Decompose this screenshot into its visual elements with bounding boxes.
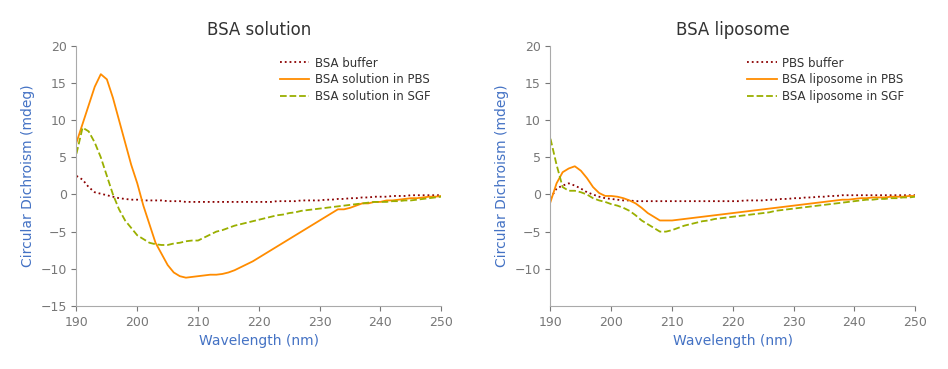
BSA buffer bbox=[435, 193, 447, 197]
BSA liposome in PBS bbox=[873, 195, 884, 200]
BSA liposome in SGF bbox=[867, 197, 879, 202]
BSA solution in PBS bbox=[95, 72, 106, 76]
Legend: BSA buffer, BSA solution in PBS, BSA solution in SGF: BSA buffer, BSA solution in PBS, BSA sol… bbox=[275, 52, 435, 107]
BSA solution in SGF bbox=[150, 242, 161, 246]
Y-axis label: Circular Dichroism (mdeg): Circular Dichroism (mdeg) bbox=[495, 85, 509, 267]
BSA solution in PBS bbox=[150, 241, 161, 245]
BSA solution in PBS bbox=[210, 272, 222, 277]
PBS buffer bbox=[775, 197, 787, 201]
BSA buffer bbox=[180, 200, 191, 204]
PBS buffer bbox=[684, 199, 696, 203]
BSA solution in PBS bbox=[278, 241, 289, 245]
X-axis label: Wavelength (nm): Wavelength (nm) bbox=[673, 334, 793, 348]
Line: PBS buffer: PBS buffer bbox=[551, 183, 915, 201]
PBS buffer bbox=[624, 198, 635, 203]
PBS buffer bbox=[909, 193, 921, 197]
BSA buffer bbox=[393, 194, 405, 198]
PBS buffer bbox=[545, 196, 556, 200]
BSA liposome in PBS bbox=[775, 205, 787, 209]
Title: BSA liposome: BSA liposome bbox=[676, 21, 790, 39]
BSA liposome in SGF bbox=[654, 230, 665, 234]
BSA liposome in SGF bbox=[618, 206, 629, 210]
Y-axis label: Circular Dichroism (mdeg): Circular Dichroism (mdeg) bbox=[21, 85, 35, 267]
BSA solution in SGF bbox=[71, 151, 82, 156]
BSA solution in PBS bbox=[162, 263, 173, 267]
BSA solution in PBS bbox=[180, 275, 191, 280]
BSA buffer bbox=[271, 199, 283, 203]
BSA buffer bbox=[155, 198, 167, 203]
Line: BSA liposome in PBS: BSA liposome in PBS bbox=[551, 166, 915, 221]
PBS buffer bbox=[629, 199, 641, 203]
BSA solution in SGF bbox=[210, 230, 222, 234]
BSA buffer bbox=[296, 198, 307, 203]
BSA liposome in SGF bbox=[745, 212, 757, 217]
PBS buffer bbox=[873, 193, 884, 197]
BSA liposome in PBS bbox=[545, 200, 556, 204]
BSA solution in SGF bbox=[435, 194, 447, 199]
Line: BSA solution in SGF: BSA solution in SGF bbox=[77, 128, 441, 245]
X-axis label: Wavelength (nm): Wavelength (nm) bbox=[199, 334, 319, 348]
BSA liposome in SGF bbox=[629, 213, 641, 217]
Line: BSA liposome in SGF: BSA liposome in SGF bbox=[551, 139, 915, 232]
BSA solution in PBS bbox=[71, 140, 82, 145]
PBS buffer bbox=[563, 181, 574, 186]
BSA buffer bbox=[205, 200, 216, 204]
PBS buffer bbox=[642, 199, 653, 203]
Title: BSA solution: BSA solution bbox=[207, 21, 311, 39]
BSA liposome in SGF bbox=[909, 194, 921, 199]
BSA liposome in PBS bbox=[654, 218, 665, 223]
BSA solution in PBS bbox=[399, 197, 410, 201]
BSA solution in SGF bbox=[77, 125, 88, 130]
Line: BSA solution in PBS: BSA solution in PBS bbox=[77, 74, 441, 277]
BSA liposome in PBS bbox=[752, 208, 763, 212]
BSA solution in SGF bbox=[155, 243, 167, 247]
Legend: PBS buffer, BSA liposome in PBS, BSA liposome in SGF: PBS buffer, BSA liposome in PBS, BSA lip… bbox=[742, 52, 909, 107]
BSA solution in PBS bbox=[301, 226, 313, 230]
BSA liposome in SGF bbox=[545, 137, 556, 141]
PBS buffer bbox=[752, 198, 763, 203]
BSA liposome in PBS bbox=[909, 194, 921, 198]
BSA liposome in PBS bbox=[569, 164, 580, 169]
BSA solution in SGF bbox=[168, 241, 179, 246]
Line: BSA buffer: BSA buffer bbox=[77, 176, 441, 202]
BSA solution in SGF bbox=[301, 208, 313, 212]
BSA buffer bbox=[144, 198, 155, 203]
BSA solution in PBS bbox=[435, 194, 447, 198]
BSA liposome in PBS bbox=[636, 206, 647, 210]
BSA solution in SGF bbox=[278, 212, 289, 217]
BSA liposome in PBS bbox=[684, 216, 696, 220]
BSA solution in SGF bbox=[399, 198, 410, 203]
BSA liposome in PBS bbox=[624, 198, 635, 203]
BSA liposome in SGF bbox=[679, 224, 690, 228]
BSA buffer bbox=[71, 174, 82, 178]
BSA liposome in SGF bbox=[770, 208, 781, 213]
